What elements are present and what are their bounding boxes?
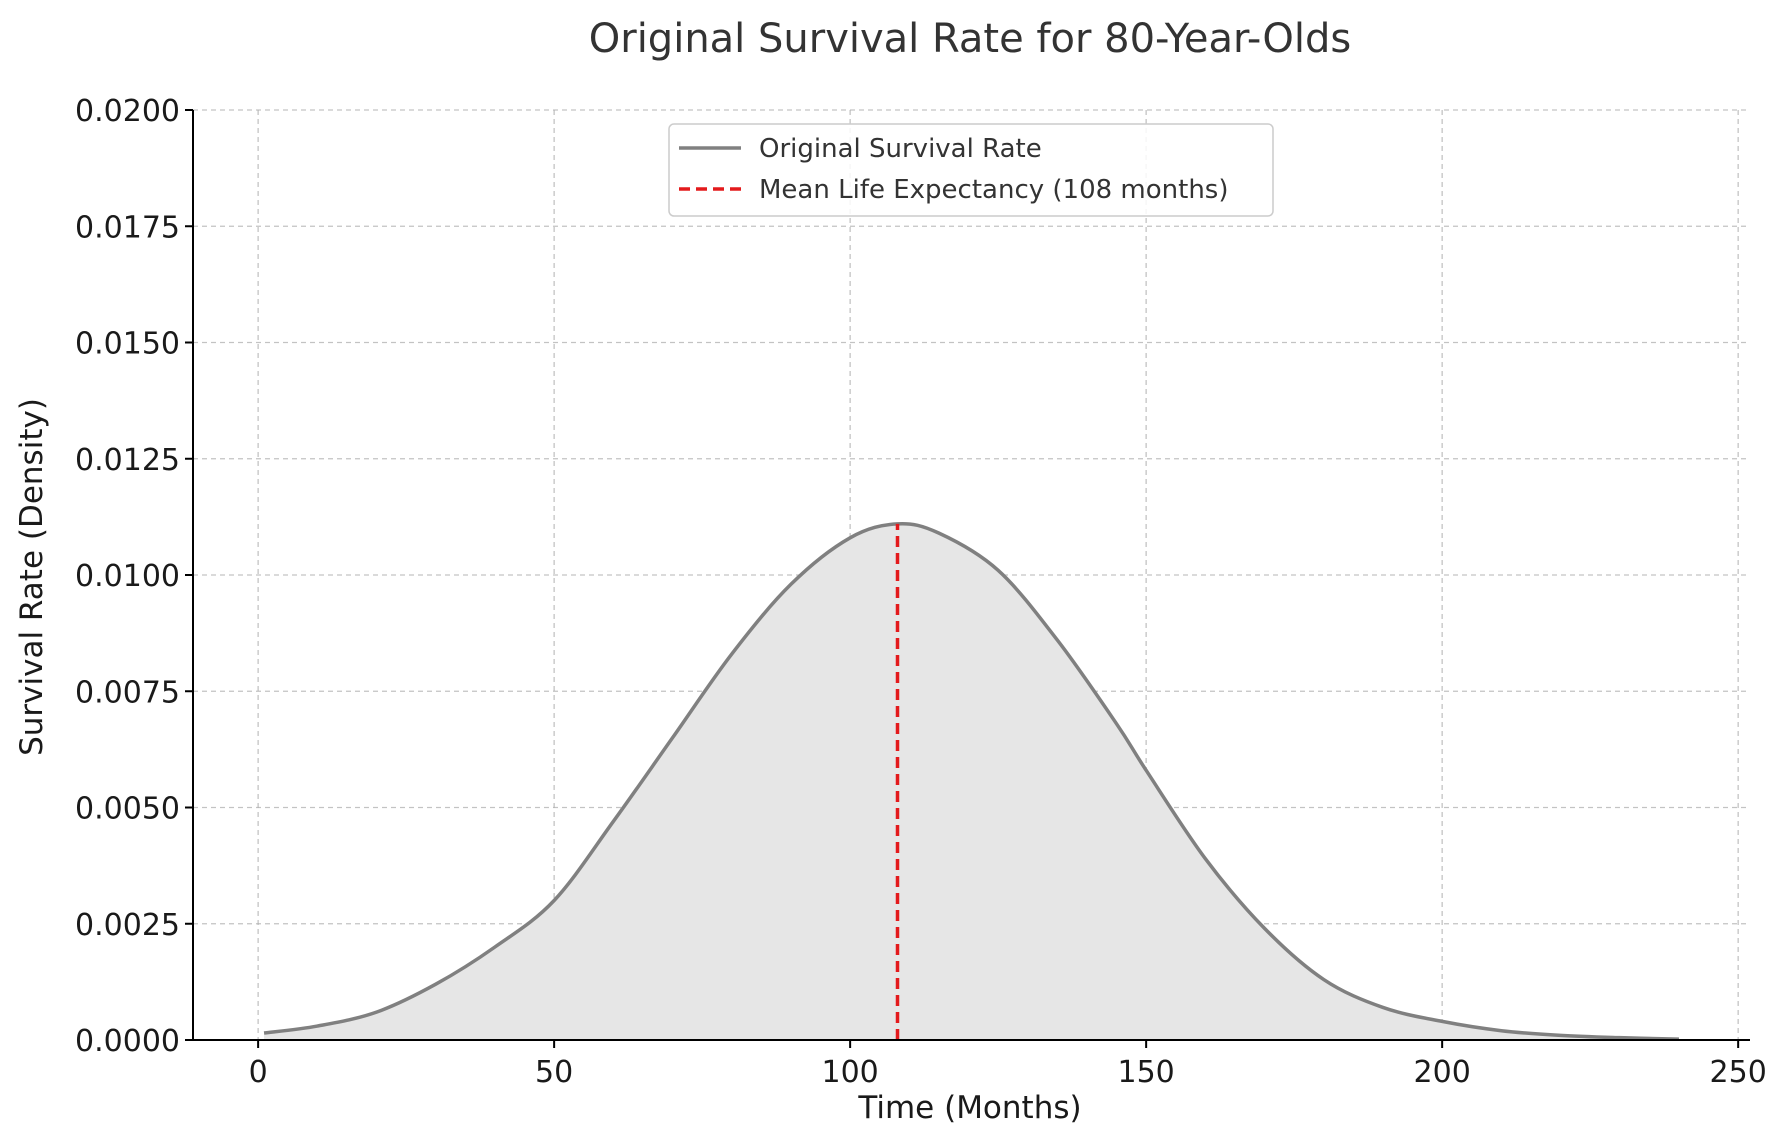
series-area-original-survival-rate: [264, 523, 1679, 1040]
x-axis-label: Time (Months): [857, 1090, 1081, 1126]
x-tick-label: 150: [1118, 1055, 1175, 1090]
y-tick-label: 0.0025: [75, 908, 180, 943]
x-tick-label: 250: [1710, 1055, 1767, 1090]
legend-label-original-survival-rate: Original Survival Rate: [759, 134, 1042, 164]
y-tick-label: 0.0150: [75, 327, 180, 362]
y-tick-label: 0.0100: [75, 559, 180, 594]
y-tick-label: 0.0175: [75, 210, 180, 245]
y-tick-label: 0.0050: [75, 792, 180, 827]
x-tick-label: 200: [1414, 1055, 1471, 1090]
legend-label-mean-life-expectancy: Mean Life Expectancy (108 months): [759, 175, 1229, 205]
y-tick-label: 0.0200: [75, 94, 180, 129]
x-tick-label: 100: [822, 1055, 879, 1090]
chart-title: Original Survival Rate for 80-Year-Olds: [589, 16, 1351, 62]
x-tick-label: 0: [249, 1055, 268, 1090]
y-tick-label: 0.0075: [75, 675, 180, 710]
legend: Original Survival Rate Mean Life Expecta…: [668, 123, 1274, 217]
y-axis-label: Survival Rate (Density): [14, 398, 50, 756]
series-line-original-survival-rate: [263, 521, 1680, 1041]
y-tick-label: 0.0000: [75, 1024, 180, 1059]
area-layer: [264, 523, 1679, 1040]
line-layer: [263, 521, 1680, 1041]
y-tick-label: 0.0125: [75, 443, 180, 478]
ticks-layer: 0 50 100 150 200 250 0.0000 0.0025 0.0050 0.0075 0…: [75, 94, 1767, 1090]
legend-box: [668, 123, 1274, 217]
x-tick-label: 50: [535, 1055, 573, 1090]
